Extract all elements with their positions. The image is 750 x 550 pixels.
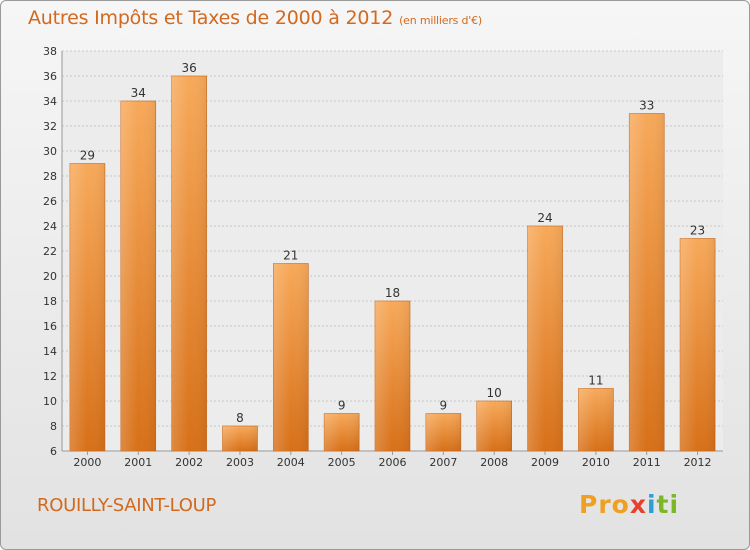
bar-shine bbox=[324, 413, 360, 451]
bar-shine bbox=[375, 301, 410, 451]
data-label: 9 bbox=[440, 399, 448, 413]
bar-shine bbox=[69, 163, 105, 451]
data-label: 23 bbox=[690, 224, 705, 238]
y-tick-label: 14 bbox=[43, 345, 57, 358]
x-tick-label: 2004 bbox=[277, 456, 305, 469]
logo-part: i bbox=[646, 490, 657, 519]
y-tick-label: 18 bbox=[43, 295, 57, 308]
y-tick-label: 24 bbox=[43, 220, 57, 233]
bar-shine bbox=[578, 388, 614, 451]
chart-title-text: Autres Impôts et Taxes de 2000 à 2012 bbox=[28, 7, 394, 29]
y-tick-label: 20 bbox=[43, 270, 57, 283]
chart-subtitle: (en milliers d'€) bbox=[399, 14, 482, 27]
x-tick-label: 2001 bbox=[124, 456, 152, 469]
data-label: 34 bbox=[131, 86, 146, 100]
y-tick-label: 6 bbox=[50, 445, 57, 458]
x-tick-label: 2008 bbox=[480, 456, 508, 469]
x-tick-label: 2007 bbox=[429, 456, 457, 469]
x-tick-label: 2010 bbox=[582, 456, 610, 469]
logo-part: Pro bbox=[579, 490, 630, 519]
y-tick-label: 16 bbox=[43, 320, 57, 333]
bar-shine bbox=[629, 113, 665, 451]
y-tick-label: 32 bbox=[43, 120, 57, 133]
data-label: 9 bbox=[338, 399, 346, 413]
data-label: 10 bbox=[487, 386, 502, 400]
y-tick-label: 10 bbox=[43, 395, 57, 408]
proxiti-logo[interactable]: Proxiti bbox=[579, 490, 679, 519]
x-tick-label: 2005 bbox=[328, 456, 356, 469]
bar-shine bbox=[425, 413, 461, 451]
y-tick-label: 36 bbox=[43, 70, 57, 83]
y-tick-label: 38 bbox=[43, 45, 57, 58]
y-tick-label: 28 bbox=[43, 170, 57, 183]
x-tick-label: 2000 bbox=[73, 456, 101, 469]
y-tick-label: 26 bbox=[43, 195, 57, 208]
bar-shine bbox=[222, 426, 258, 451]
data-label: 8 bbox=[236, 411, 244, 425]
x-axis-ticks: 2000 2001 2002 2003 2004 2005 2006 2007 2008 2009… bbox=[73, 451, 712, 469]
x-tick-label: 2006 bbox=[379, 456, 407, 469]
data-label: 33 bbox=[639, 99, 654, 113]
data-labels: 29 34 36 8 21 9 18 9 10 24 11 33 23 bbox=[80, 61, 705, 425]
x-tick-label: 2002 bbox=[175, 456, 203, 469]
y-tick-label: 8 bbox=[50, 420, 57, 433]
city-name: ROUILLY-SAINT-LOUP bbox=[37, 495, 217, 516]
y-tick-label: 34 bbox=[43, 95, 57, 108]
y-axis-ticks: 6 8 10 12 14 16 18 20 22 24 26 28 30 32 34 36 38 bbox=[43, 45, 57, 458]
data-label: 36 bbox=[181, 61, 196, 75]
data-label: 11 bbox=[588, 374, 603, 388]
bar-shine bbox=[273, 263, 309, 451]
logo-part: ti bbox=[656, 490, 680, 519]
bar-shine bbox=[476, 401, 512, 451]
data-label: 21 bbox=[283, 249, 298, 263]
y-tick-label: 12 bbox=[43, 370, 57, 383]
x-tick-label: 2012 bbox=[684, 456, 712, 469]
y-tick-label: 22 bbox=[43, 245, 57, 258]
bar-shine bbox=[527, 226, 563, 451]
y-tick-label: 30 bbox=[43, 145, 57, 158]
chart-title: Autres Impôts et Taxes de 2000 à 2012 (en… bbox=[28, 7, 482, 29]
data-label: 29 bbox=[80, 149, 95, 163]
logo-part: x bbox=[629, 490, 647, 519]
data-label: 18 bbox=[385, 286, 400, 300]
bars bbox=[69, 75, 716, 452]
x-tick-label: 2003 bbox=[226, 456, 254, 469]
bar-shine bbox=[680, 238, 716, 451]
data-label: 24 bbox=[537, 211, 552, 225]
x-tick-label: 2011 bbox=[633, 456, 661, 469]
x-tick-label: 2009 bbox=[531, 456, 559, 469]
bar-shine bbox=[120, 101, 156, 451]
bar-shine bbox=[171, 76, 207, 451]
